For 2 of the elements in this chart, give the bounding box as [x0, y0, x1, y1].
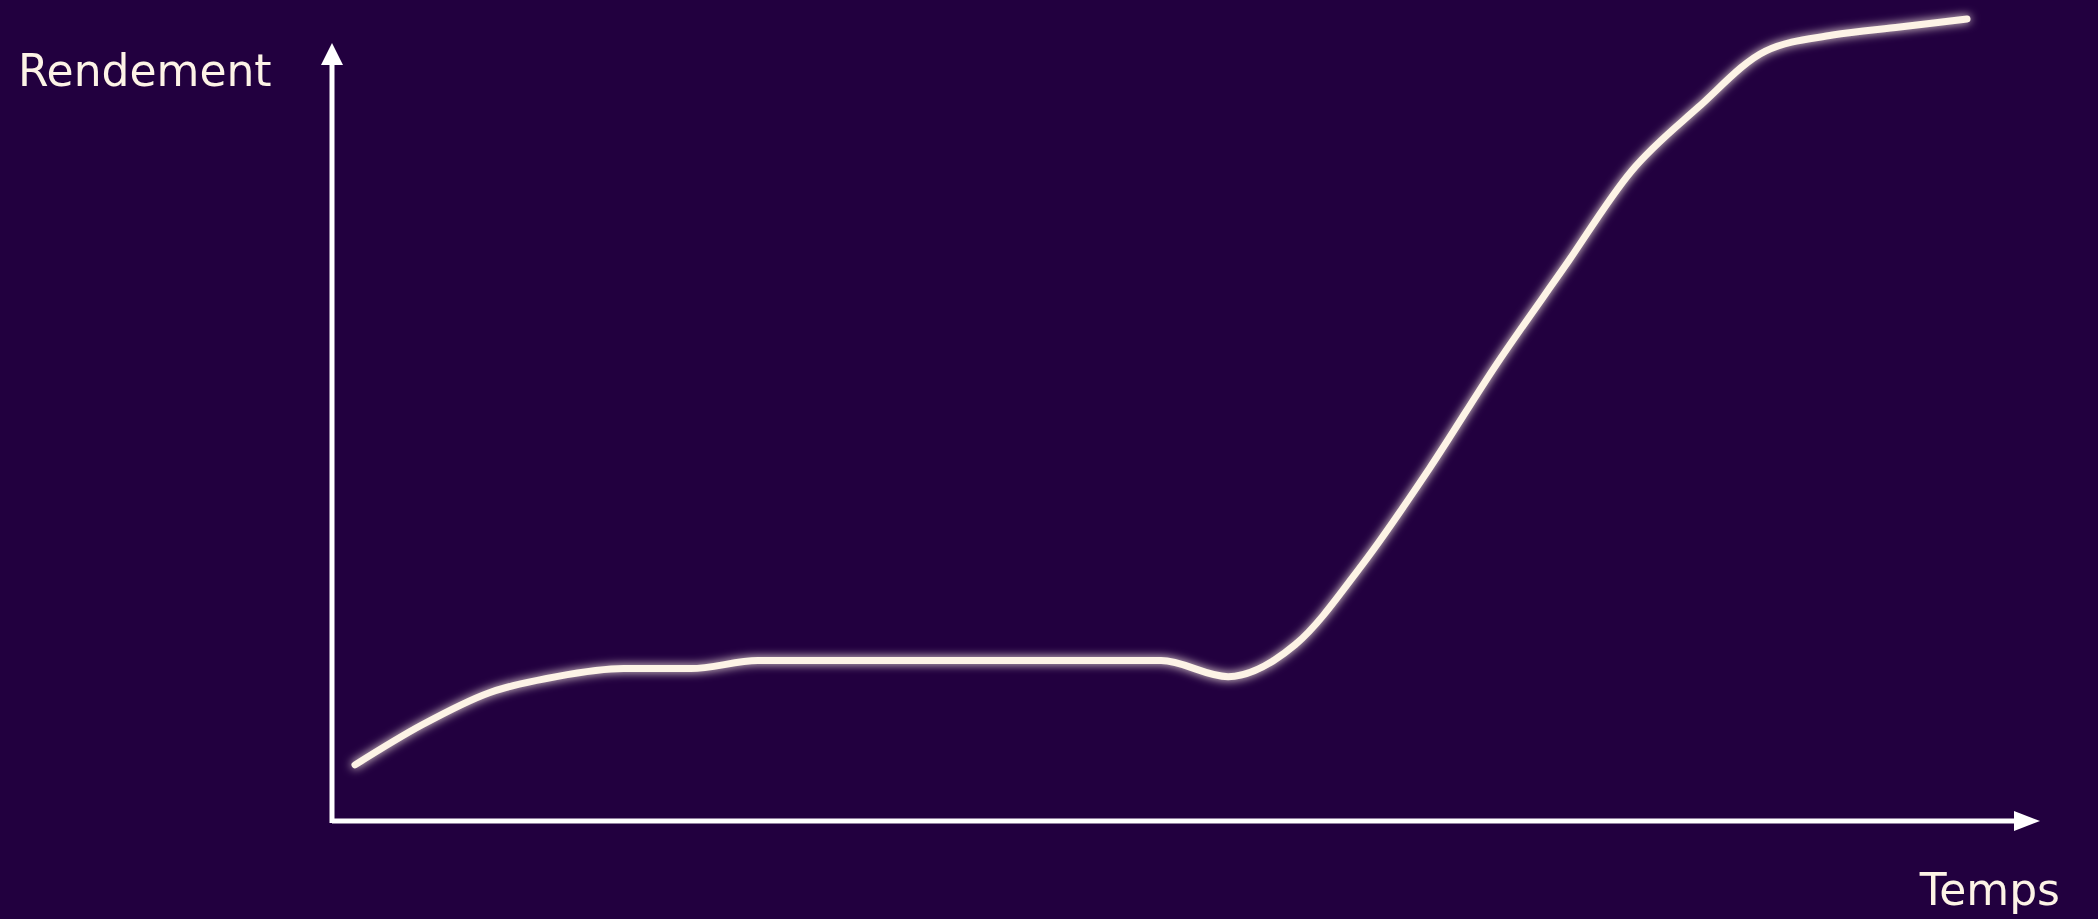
- x-axis-title: Temps: [1918, 864, 2060, 915]
- y-axis-title: Rendement: [18, 45, 272, 96]
